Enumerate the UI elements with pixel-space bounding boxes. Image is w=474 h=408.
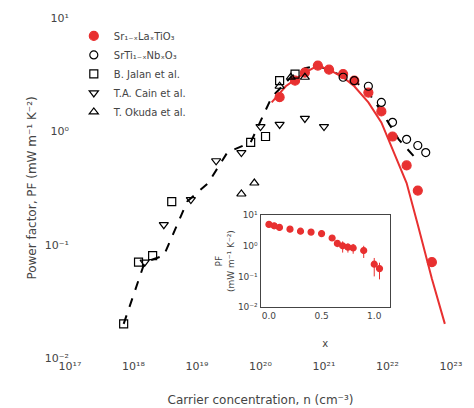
- svg-text:10¹: 10¹: [243, 210, 258, 220]
- svg-text:10²³: 10²³: [440, 360, 463, 373]
- svg-text:10¹⁷: 10¹⁷: [59, 360, 82, 373]
- svg-text:0.0: 0.0: [262, 311, 277, 321]
- svg-text:10²¹: 10²¹: [313, 360, 336, 373]
- svg-text:10¹⁹: 10¹⁹: [186, 360, 209, 373]
- svg-text:10⁻²: 10⁻²: [45, 352, 69, 365]
- svg-text:Sr₁₋ₓLaₓTiO₃: Sr₁₋ₓLaₓTiO₃: [114, 31, 175, 42]
- svg-text:Carrier concentration, n (cm⁻³: Carrier concentration, n (cm⁻³): [168, 393, 354, 407]
- svg-text:10²⁰: 10²⁰: [249, 360, 272, 373]
- svg-text:10⁰: 10⁰: [243, 241, 258, 251]
- svg-text:0.5: 0.5: [314, 311, 328, 321]
- svg-text:x: x: [322, 338, 328, 349]
- svg-text:10¹⁸: 10¹⁸: [122, 360, 145, 373]
- svg-text:10⁰: 10⁰: [51, 125, 70, 138]
- svg-text:Power factor, PF (mW m⁻¹ K⁻²): Power factor, PF (mW m⁻¹ K⁻²): [25, 96, 39, 279]
- svg-text:PF(mW m⁻¹ K⁻²): PF(mW m⁻¹ K⁻²): [214, 230, 236, 292]
- svg-text:10⁻¹: 10⁻¹: [238, 272, 258, 282]
- svg-text:T.A. Cain et al.: T.A. Cain et al.: [113, 88, 186, 99]
- svg-text:10²²: 10²²: [376, 360, 399, 373]
- svg-text:1.0: 1.0: [367, 311, 382, 321]
- svg-text:B. Jalan et al.: B. Jalan et al.: [114, 69, 180, 80]
- svg-text:10⁻²: 10⁻²: [238, 302, 258, 312]
- svg-text:10⁻¹: 10⁻¹: [45, 239, 69, 252]
- svg-text:10¹: 10¹: [51, 12, 69, 25]
- svg-text:T. Okuda et al.: T. Okuda et al.: [113, 107, 186, 118]
- svg-text:SrTi₁₋ₓNbₓO₃: SrTi₁₋ₓNbₓO₃: [114, 50, 177, 61]
